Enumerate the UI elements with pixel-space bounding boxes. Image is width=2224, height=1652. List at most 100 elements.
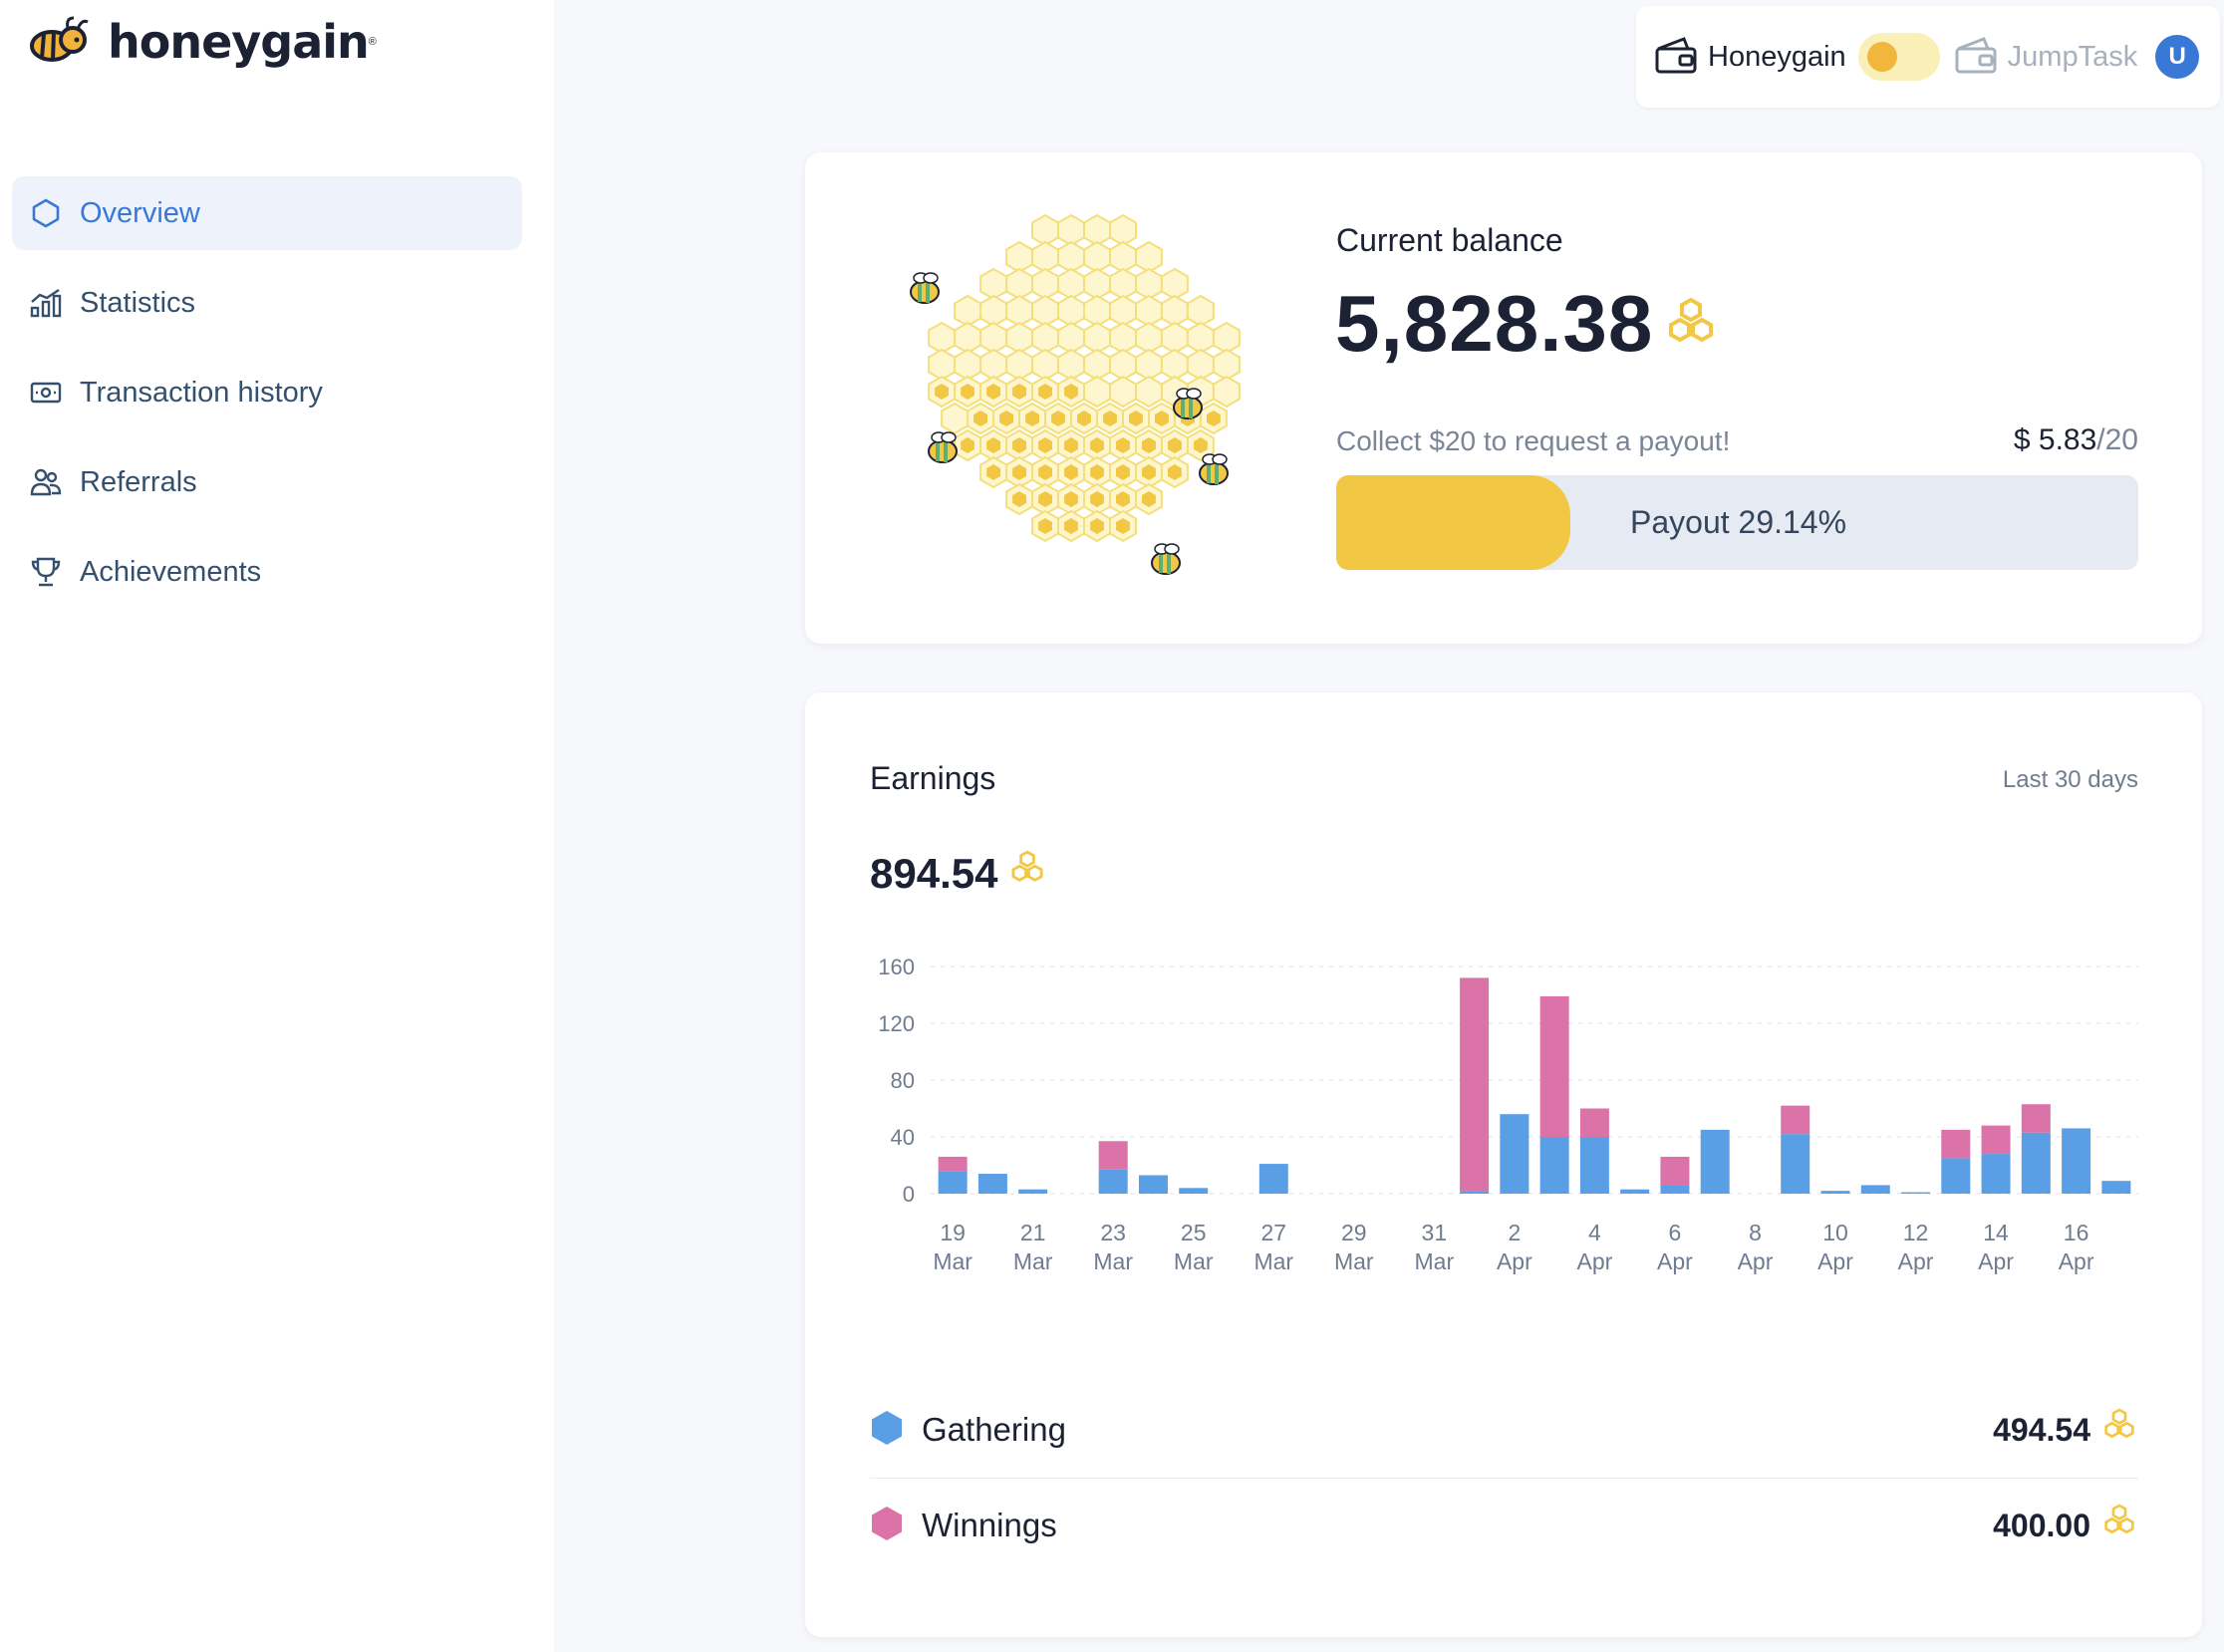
bee-icon — [1199, 453, 1229, 485]
x-tick-label: 4 — [1588, 1220, 1601, 1245]
legend-winnings-label: Winnings — [922, 1507, 1057, 1543]
sidebar-item-statistics[interactable]: Statistics — [12, 266, 522, 340]
sidebar-item-label: Statistics — [80, 286, 196, 319]
legend-winnings: Winnings 400.00 — [870, 1486, 2138, 1565]
honeycomb-cell — [979, 321, 1008, 355]
honeycomb-cell — [1057, 294, 1085, 328]
legend-gathering-label: Gathering — [922, 1411, 1066, 1448]
bee-logo-icon — [28, 14, 98, 69]
x-tick-label: 23 — [1100, 1220, 1126, 1245]
honeycomb-cell — [1031, 267, 1059, 301]
honeycomb-cell — [979, 348, 1008, 382]
honeycomb-cell — [1109, 240, 1137, 274]
payout-progress-label: Payout 29.14% — [1630, 504, 1847, 540]
sidebar-item-referrals[interactable]: Referrals — [12, 445, 522, 519]
y-tick-label: 80 — [891, 1068, 915, 1093]
honeycomb-cell — [1186, 321, 1215, 355]
x-tick-label: Apr — [1817, 1248, 1853, 1274]
honey-filled-cell — [1077, 411, 1091, 426]
earnings-total: 894.54 — [870, 850, 1047, 898]
y-tick-label: 0 — [903, 1182, 915, 1207]
x-tick-label: 27 — [1260, 1220, 1286, 1245]
honeycomb-cell — [1135, 267, 1163, 301]
honey-filled-cell — [1142, 437, 1156, 453]
x-tick-label: Apr — [1657, 1248, 1693, 1274]
sidebar-item-transaction-history[interactable]: Transaction history — [12, 356, 522, 429]
sidebar-item-overview[interactable]: Overview — [12, 176, 522, 250]
hexagon-icon — [30, 197, 62, 229]
honey-filled-cell — [1116, 437, 1130, 453]
honeycomb-cell — [928, 321, 957, 355]
honeycomb-cell — [1057, 267, 1085, 301]
wallet-toggle[interactable] — [1857, 33, 1940, 81]
honeycomb-cell — [1109, 213, 1137, 247]
honey-filled-cell — [973, 411, 987, 426]
honeycomb-cell — [1109, 294, 1137, 328]
y-tick-label: 160 — [878, 955, 915, 979]
x-tick-label: 19 — [940, 1220, 966, 1245]
honeycomb-cell — [1186, 348, 1215, 382]
honey-filled-cell — [1090, 464, 1104, 480]
honey-filled-cell — [1142, 464, 1156, 480]
honey-filled-cell — [1051, 411, 1065, 426]
honey-filled-cell — [1064, 437, 1078, 453]
honeycomb-cell — [1083, 321, 1111, 355]
wallet-icon — [1954, 35, 1998, 80]
honey-filled-cell — [1064, 464, 1078, 480]
honeycomb-cell — [954, 294, 982, 328]
honey-filled-cell — [1103, 411, 1117, 426]
bar-gathering — [1781, 1134, 1810, 1194]
payout-goal: /20 — [2096, 423, 2138, 456]
bee-icon — [910, 272, 940, 304]
honey-filled-cell — [1012, 437, 1026, 453]
honeygain-wallet-label[interactable]: Honeygain — [1708, 40, 1846, 73]
balance-amount: 5,828.38 — [1335, 279, 1654, 368]
honeycomb-credit-icon — [2090, 1408, 2138, 1452]
honeycomb-cell — [979, 267, 1008, 301]
sidebar-item-label: Transaction history — [80, 376, 323, 409]
bar-gathering — [1018, 1189, 1048, 1194]
x-tick-label: 2 — [1508, 1220, 1521, 1245]
honeycomb-cell — [1109, 375, 1137, 409]
bar-gathering — [1901, 1192, 1931, 1194]
honey-filled-cell — [1116, 518, 1130, 534]
earnings-range-selector[interactable]: Last 30 days — [2002, 766, 2138, 793]
honeycomb-cell — [941, 402, 970, 435]
bar-gathering — [1700, 1129, 1730, 1194]
earnings-total-value: 894.54 — [870, 850, 998, 897]
bar-gathering — [938, 1171, 968, 1194]
x-tick-label: 6 — [1669, 1220, 1682, 1245]
logo[interactable]: honeygain ® — [28, 14, 377, 69]
honeycomb-cell — [1160, 294, 1189, 328]
x-tick-label: 29 — [1341, 1220, 1367, 1245]
x-tick-label: Mar — [1415, 1248, 1455, 1274]
honey-filled-cell — [986, 437, 1000, 453]
chart-icon — [30, 287, 62, 319]
x-tick-label: Mar — [1174, 1248, 1214, 1274]
honey-filled-cell — [1194, 437, 1208, 453]
honeycomb-cell — [1212, 321, 1241, 355]
sidebar-item-label: Referrals — [80, 465, 197, 498]
bar-winnings — [1660, 1156, 1690, 1186]
bar-gathering — [1500, 1114, 1529, 1194]
honeycomb-cell — [1109, 321, 1137, 355]
hexagon-pink-icon — [870, 1506, 904, 1546]
sidebar-item-achievements[interactable]: Achievements — [12, 535, 522, 609]
registered-mark: ® — [368, 35, 377, 48]
bar-gathering — [1620, 1189, 1650, 1194]
bar-gathering — [1138, 1175, 1168, 1194]
honey-filled-cell — [1012, 491, 1026, 507]
honey-filled-cell — [1116, 491, 1130, 507]
user-avatar[interactable]: U — [2155, 35, 2200, 79]
x-tick-label: Mar — [1253, 1248, 1293, 1274]
honey-filled-cell — [1168, 437, 1182, 453]
payout-hint: Collect $20 to request a payout! — [1336, 425, 1731, 456]
jumptask-wallet-label[interactable]: JumpTask — [2007, 40, 2138, 73]
honeycomb-cell — [1083, 375, 1111, 409]
honeycomb-cell — [1005, 240, 1033, 274]
x-tick-label: Apr — [2059, 1248, 2094, 1274]
bar-gathering — [1941, 1158, 1971, 1194]
bee-icon — [1151, 543, 1181, 575]
honeycomb-cell — [1083, 294, 1111, 328]
honey-filled-cell — [1129, 411, 1143, 426]
